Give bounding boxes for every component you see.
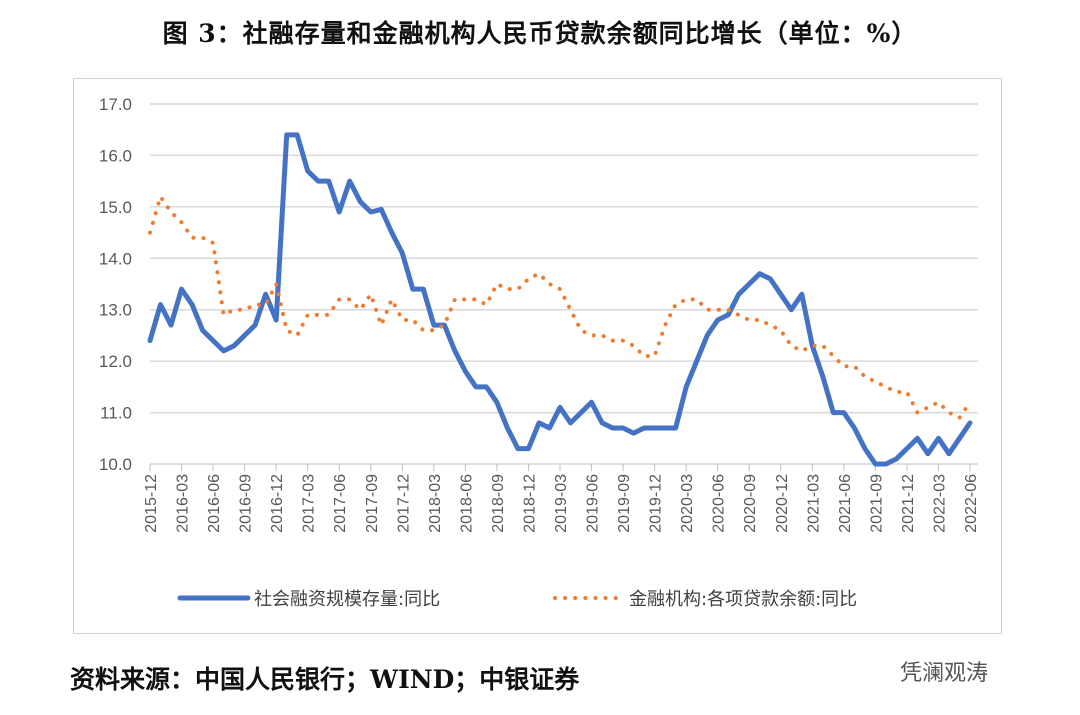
y-tick-label: 17.0 — [99, 95, 132, 114]
y-tick-label: 10.0 — [99, 455, 132, 474]
y-tick-label: 13.0 — [99, 301, 132, 320]
series-line-1 — [148, 194, 972, 420]
legend-label: 金融机构:各项贷款余额:同比 — [629, 589, 857, 610]
x-tick-label: 2016-03 — [175, 474, 192, 533]
legend-label: 社会融资规模存量:同比 — [254, 589, 440, 610]
x-tick-label: 2020-09 — [742, 474, 759, 533]
x-tick-label: 2018-09 — [490, 474, 507, 533]
x-tick-label: 2018-03 — [427, 474, 444, 533]
x-tick-label: 2021-03 — [805, 474, 822, 533]
x-tick-label: 2021-06 — [837, 474, 854, 533]
watermark: 凭澜观涛 — [900, 661, 989, 686]
x-tick-label: 2021-09 — [868, 474, 885, 533]
y-tick-label: 11.0 — [100, 404, 132, 423]
source-note: 资料来源：中国人民银行；WIND；中银证券 — [70, 665, 580, 694]
x-tick-label: 2017-06 — [332, 474, 349, 533]
chart-frame — [73, 78, 1002, 634]
x-tick-label: 2020-12 — [774, 474, 791, 533]
x-tick-label: 2018-06 — [458, 474, 475, 533]
y-tick-label: 15.0 — [99, 198, 132, 217]
x-tick-label: 2019-12 — [648, 474, 665, 533]
x-tick-label: 2019-03 — [553, 474, 570, 533]
x-tick-label: 2022-06 — [963, 474, 980, 533]
x-tick-label: 2016-09 — [238, 474, 255, 533]
x-tick-label: 2015-12 — [143, 474, 160, 533]
x-tick-label: 2020-06 — [711, 474, 728, 533]
series-line-0 — [147, 132, 973, 467]
x-tick-label: 2017-03 — [301, 474, 318, 533]
x-tick-label: 2018-12 — [521, 474, 538, 533]
x-tick-label: 2016-12 — [269, 474, 286, 533]
x-tick-label: 2016-06 — [206, 474, 223, 533]
x-tick-label: 2017-09 — [364, 474, 381, 533]
x-tick-label: 2020-03 — [679, 474, 696, 533]
x-tick-label: 2021-12 — [900, 474, 917, 533]
x-tick-label: 2019-09 — [616, 474, 633, 533]
x-tick-label: 2022-03 — [931, 474, 948, 533]
chart-title: 图 3：社融存量和金融机构人民币贷款余额同比增长（单位：%） — [162, 19, 918, 48]
y-tick-label: 12.0 — [99, 352, 132, 371]
x-tick-label: 2017-12 — [395, 474, 412, 533]
y-tick-label: 16.0 — [99, 146, 132, 165]
x-tick-label: 2019-06 — [585, 474, 602, 533]
y-tick-label: 14.0 — [99, 249, 132, 268]
